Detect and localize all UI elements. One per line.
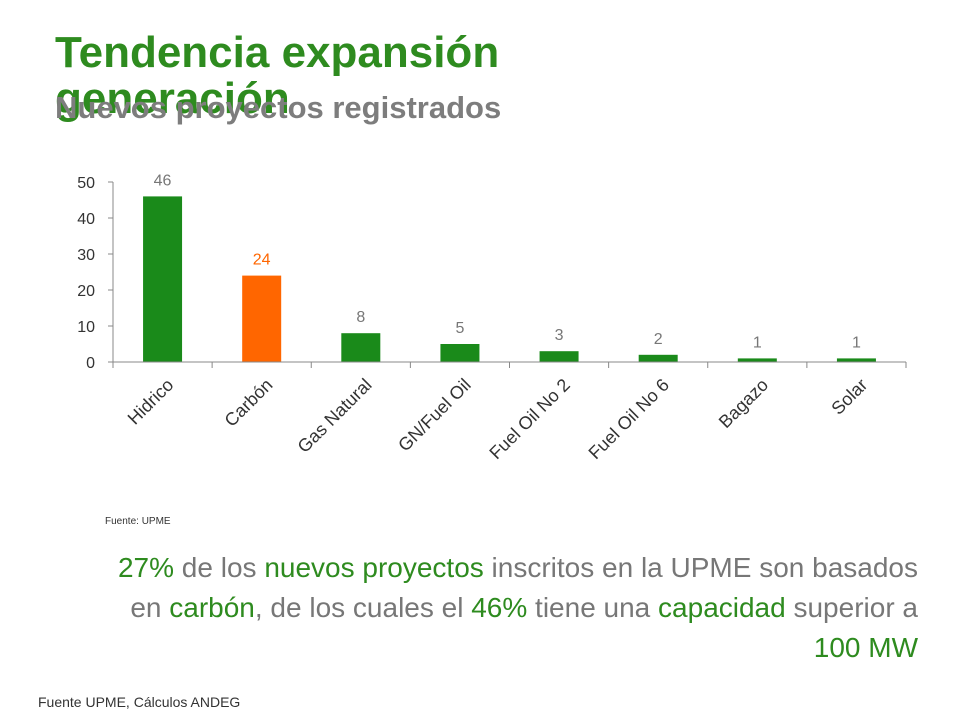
bar [242, 275, 282, 362]
bar-data-label: 3 [555, 327, 564, 344]
summary-percent-projects: 27% [117, 552, 175, 583]
x-tick-label: Gas Natural [294, 375, 376, 457]
x-axis: Hidrico Carbón Gas Natural GN/Fuel Oil Fuel … [112, 361, 907, 463]
x-tick-label: Solar [827, 375, 871, 419]
x-tick-label: Carbón [221, 375, 277, 431]
summary-coal: carbón [169, 592, 255, 623]
y-tick-label: 50 [77, 175, 95, 192]
bar [836, 358, 876, 362]
summary-text-segment: inscritos en la UPME son basados en [130, 552, 918, 623]
y-tick-label: 20 [77, 283, 95, 300]
data-labels: 46 24 8 5 3 2 1 1 [154, 172, 861, 351]
summary-mw: 100 MW [813, 632, 918, 663]
bar [737, 358, 777, 362]
y-tick-label: 30 [77, 247, 95, 264]
bar [440, 344, 480, 362]
chart-source: Fuente: UPME [105, 516, 171, 527]
x-tick-label: GN/Fuel Oil [394, 375, 475, 456]
bar-data-label: 24 [253, 252, 271, 269]
bar [539, 351, 579, 362]
bar [341, 333, 381, 362]
bar-data-label: 8 [356, 309, 365, 326]
bars [143, 196, 876, 362]
bar-data-label: 5 [455, 320, 464, 337]
x-tick-label: Bagazo [715, 375, 772, 432]
y-axis: 0 10 20 30 40 50 [77, 175, 114, 372]
page-title: Tendencia expansión generación [55, 28, 500, 123]
summary-text: 27% de los nuevos proyectos inscritos en… [100, 548, 918, 668]
summary-text-segment: tiene una [527, 592, 659, 623]
x-tick-label: Hidrico [124, 375, 178, 429]
y-tick-label: 40 [77, 211, 95, 228]
bar-data-label: 2 [654, 331, 663, 348]
summary-percent-capacity: 46% [471, 592, 528, 623]
bar-chart: 0 10 20 30 40 50 46 24 8 5 3 2 1 1 Hidrico Carbón Gas … [77, 172, 907, 463]
x-tick-label: Fuel Oil No 2 [485, 375, 573, 463]
summary-text-segment: de los [174, 552, 265, 583]
y-tick-label: 0 [86, 355, 95, 372]
page-subtitle: Nuevos proyectos registrados [55, 90, 502, 125]
footer-source: Fuente UPME, Cálculos ANDEG [38, 694, 241, 710]
summary-text-segment: , de los cuales el [254, 592, 472, 623]
summary-capacity: capacidad [658, 592, 786, 623]
x-tick-label: Fuel Oil No 6 [585, 375, 673, 463]
summary-new-projects: nuevos proyectos [264, 552, 484, 583]
bar [638, 354, 678, 362]
bar-data-label: 46 [154, 172, 172, 189]
bar [143, 196, 183, 362]
bar-data-label: 1 [753, 334, 762, 351]
y-tick-label: 10 [77, 319, 95, 336]
bar-data-label: 1 [852, 334, 861, 351]
summary-text-segment: superior a [785, 592, 918, 623]
